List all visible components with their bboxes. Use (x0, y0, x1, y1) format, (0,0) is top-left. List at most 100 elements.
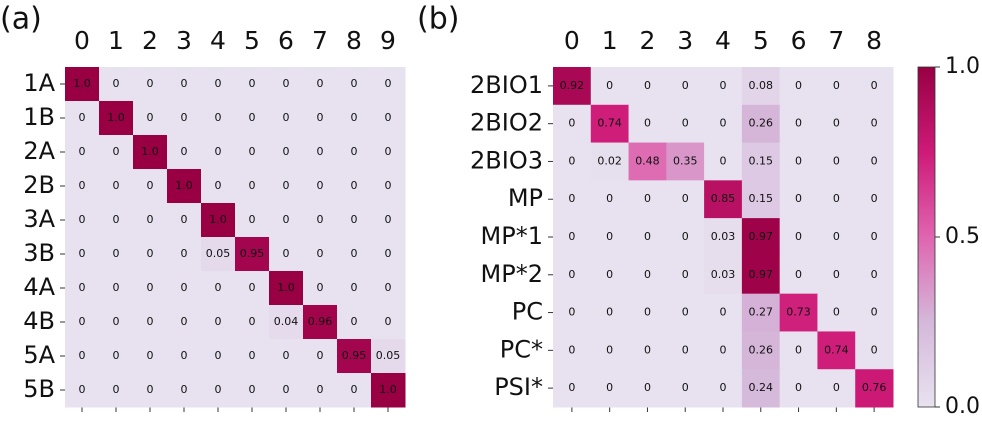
heatmap-cell (133, 305, 168, 340)
cell-label: 0 (79, 315, 86, 328)
cell-label: 0 (215, 383, 222, 396)
heatmap-cell (235, 67, 270, 102)
x-tick-label: 9 (380, 26, 396, 55)
heatmap-cell (741, 293, 781, 332)
y-tick-label: PC* (500, 335, 543, 363)
heatmap-cell (590, 180, 630, 219)
heatmap-cell (779, 331, 818, 370)
cell-label: 0 (79, 111, 86, 124)
heatmap-cell (99, 203, 134, 238)
heatmap-cell (235, 339, 270, 374)
cell-label: 0 (215, 315, 222, 328)
heatmap-cell (779, 293, 818, 332)
heatmap-cell (99, 271, 134, 306)
cell-label: 0 (249, 213, 256, 226)
cell-label: 0 (249, 179, 256, 192)
y-tick-label: 5B (23, 375, 55, 403)
heatmap-cell (269, 67, 304, 102)
x-tick-label: 4 (210, 26, 226, 55)
x-tick-label: 8 (346, 26, 362, 55)
heatmap-cell (167, 169, 202, 204)
x-tick-label: 8 (866, 26, 882, 55)
heatmap-cell (779, 104, 818, 144)
y-tick-label: 2A (23, 137, 55, 165)
cell-label: 0.26 (749, 117, 774, 130)
cell-label: 0 (147, 281, 154, 294)
heatmap-cell (628, 142, 667, 181)
y-tick-label: PC (512, 298, 543, 326)
cell-label: 0 (147, 383, 154, 396)
heatmap-cell (666, 67, 705, 106)
cell-label: 0 (317, 77, 324, 90)
heatmap-cell (704, 104, 743, 144)
cell-label: 0 (79, 179, 86, 192)
cell-label: 0 (644, 79, 651, 92)
cell-label: 0 (113, 247, 120, 260)
heatmap-cell (65, 135, 100, 170)
heatmap-cell (65, 305, 100, 340)
colorbar-tick-label: 1.0 (945, 54, 980, 79)
cell-label: 0 (351, 145, 358, 158)
heatmap-cell (337, 305, 372, 340)
heatmap-cell (779, 369, 818, 408)
x-tick-label: 4 (715, 26, 731, 55)
heatmap-cell (741, 104, 781, 144)
cell-label: 0.48 (635, 154, 660, 167)
heatmap-cell (167, 101, 202, 136)
heatmap-cell (133, 373, 168, 408)
heatmap-cell (779, 218, 818, 257)
heatmap-cell (201, 305, 236, 340)
cell-label: 1.0 (141, 145, 159, 158)
heatmap-cell (201, 203, 236, 238)
y-tick-label: 3A (23, 205, 55, 233)
heatmap-cell (553, 293, 592, 332)
cell-label: 0 (147, 213, 154, 226)
heatmap-cell (704, 180, 743, 219)
heatmap-cell (269, 169, 304, 204)
heatmap-cell (628, 369, 667, 408)
heatmap-cell (99, 305, 134, 340)
cell-label: 0 (351, 383, 358, 396)
cell-label: 0.96 (308, 315, 333, 328)
y-tick-label: 1B (23, 103, 55, 131)
heatmap-cell (666, 255, 705, 295)
y-tick-label: 2B (23, 171, 55, 199)
heatmap-cell (201, 67, 236, 102)
heatmap-cell (133, 101, 168, 136)
heatmap-cell (201, 373, 236, 408)
cell-label: 0 (568, 192, 575, 205)
y-tick-label: MP (508, 184, 543, 212)
heatmap-cell (628, 331, 667, 370)
cell-label: 0 (113, 145, 120, 158)
y-tick-label: 2BIO2 (470, 109, 543, 137)
heatmap-cell (590, 255, 630, 295)
x-tick-label: 0 (74, 26, 90, 55)
cell-label: 0 (249, 315, 256, 328)
cell-label: 0 (113, 179, 120, 192)
heatmap-cell (855, 67, 894, 106)
cell-label: 0 (147, 349, 154, 362)
cell-label: 0 (385, 77, 392, 90)
cell-label: 0.74 (597, 117, 622, 130)
cell-label: 0 (317, 247, 324, 260)
cell-label: 0 (833, 79, 840, 92)
heatmap-cell (65, 169, 100, 204)
heatmap-cell (628, 255, 667, 295)
cell-label: 0 (317, 349, 324, 362)
cell-label: 0 (79, 281, 86, 294)
heatmap-cell (337, 135, 372, 170)
cell-label: 0 (644, 343, 651, 356)
heatmap-cell (855, 180, 894, 219)
heatmap-cell (337, 339, 372, 374)
heatmap-cell (269, 237, 304, 272)
cell-label: 0.03 (711, 230, 736, 243)
cell-label: 0.03 (711, 268, 736, 281)
heatmap-cell (855, 369, 894, 408)
heatmap-cell (666, 218, 705, 257)
heatmap-cell (65, 203, 100, 238)
heatmap-cell (371, 135, 406, 170)
heatmap-cell (133, 67, 168, 102)
cell-label: 0 (795, 117, 802, 130)
heatmap-cell (133, 169, 168, 204)
